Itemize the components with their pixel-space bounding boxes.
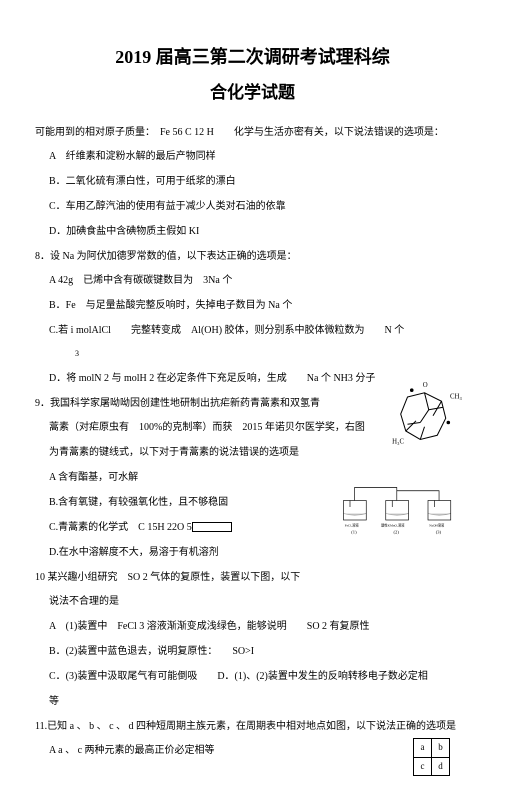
- intro-line: 可能用到的相对原子质量： Fe 56 C 12 H 化学与生活亦密有关，以下说法…: [35, 123, 470, 142]
- svg-text:FeCl₃溶液: FeCl₃溶液: [345, 523, 360, 528]
- opt-8c-sub: 3: [35, 346, 470, 361]
- opt-8a: A 42g 已烯中含有碳碳键数目为 3Na 个: [35, 271, 470, 290]
- q10-stem: 10 某兴趣小组研究 SO 2 气体的复原性，装置以下图，以下: [35, 568, 470, 587]
- svg-text:O: O: [423, 382, 428, 389]
- opt-8c: C.若 i molAlCl 完整转变成 Al(OH) 胶体，则分别系中胶体微粒数…: [35, 321, 470, 340]
- molecule-diagram: CH₃ H₃C O: [382, 380, 467, 465]
- opt-10b: B．(2)装置中蓝色退去，说明复原性： SO>I: [35, 642, 470, 661]
- svg-text:(1): (1): [351, 530, 357, 535]
- apparatus-diagram: FeCl₃溶液 酸性KMnO₄溶液 NaOH溶液 (1) (2) (3): [337, 477, 467, 537]
- periodic-fragment: ab cd: [413, 738, 450, 775]
- opt-9d: D.在水中溶解度不大，易溶于有机溶剂: [35, 543, 470, 562]
- q10-line2: 说法不合理的是: [35, 592, 470, 611]
- svg-text:(2): (2): [394, 530, 400, 535]
- opt-7b: B．二氧化硫有漂白性，可用于纸浆的漂白: [35, 172, 470, 191]
- svg-text:(3): (3): [436, 530, 442, 535]
- formula-box: [192, 522, 232, 532]
- opt-11a: A a 、 c 两种元素的最高正价必定相等: [35, 741, 470, 760]
- subtitle: 合化学试题: [35, 77, 470, 109]
- opt-7c: C．车用乙醇汽油的使用有益于减少人类对石油的依靠: [35, 197, 470, 216]
- opt-10c: C．(3)装置中汲取尾气有可能倒吸 D．(1)、(2)装置中发生的反响转移电子数…: [35, 667, 470, 686]
- main-title: 2019 届高三第二次调研考试理科综: [35, 40, 470, 74]
- opt-7a: A 纤维素和淀粉水解的最后产物同样: [35, 147, 470, 166]
- svg-text:H₃C: H₃C: [392, 439, 404, 446]
- q8-stem: 8．设 Na 为阿伏加德罗常数的值，以下表达正确的选项是：: [35, 247, 470, 266]
- opt-10c2: 等: [35, 692, 470, 711]
- opt-8b: B．Fe 与足量盐酸完整反响时，失掉电子数目为 Na 个: [35, 296, 470, 315]
- opt-7d: D．加碘食盐中含碘物质主假如 KI: [35, 222, 470, 241]
- q11-stem: 11.已知 a 、 b 、 c 、 d 四种短周期主族元素，在周期表中相对地点如…: [35, 717, 470, 736]
- svg-text:CH₃: CH₃: [450, 394, 462, 401]
- svg-text:酸性KMnO₄溶液: 酸性KMnO₄溶液: [381, 523, 405, 528]
- svg-text:NaOH溶液: NaOH溶液: [429, 523, 445, 528]
- opt-10a: A (1)装置中 FeCl 3 溶液渐渐变成浅绿色，能够说明 SO 2 有复原性: [35, 617, 470, 636]
